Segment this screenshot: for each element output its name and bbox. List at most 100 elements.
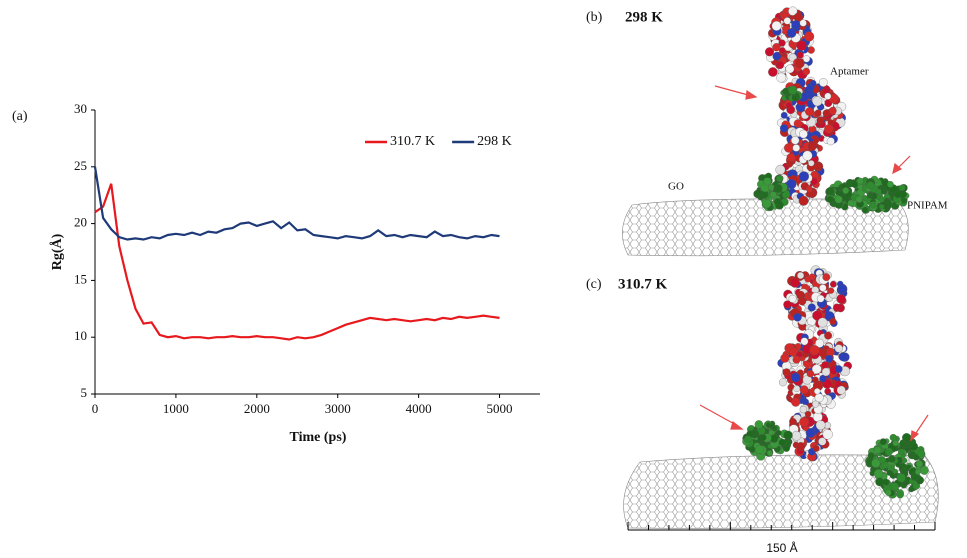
atom (815, 338, 825, 348)
atom (896, 473, 906, 483)
atom (808, 160, 815, 167)
atom (882, 478, 890, 486)
legend-label: 310.7 K (390, 134, 435, 149)
y-tick-label: 15 (74, 271, 87, 286)
atom (816, 294, 825, 303)
atom (826, 187, 835, 196)
y-tick-label: 30 (74, 101, 87, 116)
atom (796, 51, 804, 59)
atom (790, 372, 801, 383)
atom (789, 418, 797, 426)
atom (797, 272, 805, 280)
atom (796, 442, 806, 451)
atom (822, 109, 830, 117)
atom (824, 92, 832, 100)
atom (799, 417, 810, 428)
atom (915, 469, 921, 475)
atom (884, 199, 892, 208)
atom (898, 448, 905, 455)
atom (861, 206, 869, 214)
atom (862, 195, 868, 201)
atom (793, 119, 803, 128)
atom (778, 438, 787, 447)
atom (838, 352, 848, 362)
atom (867, 191, 873, 198)
atom (802, 150, 813, 161)
scale-bar (627, 522, 936, 531)
atom (785, 102, 793, 109)
atom (833, 303, 841, 311)
atom (830, 281, 837, 288)
atom (779, 47, 786, 54)
atom (888, 455, 896, 463)
atom (808, 273, 816, 281)
y-tick-label: 5 (81, 385, 88, 400)
arrows (699, 404, 929, 442)
atom (814, 388, 821, 395)
y-tick-label: 10 (74, 328, 87, 343)
atom (783, 17, 791, 25)
annotation: GO (668, 181, 684, 193)
atom (786, 153, 796, 163)
atom (814, 162, 822, 170)
x-tick-label: 0 (92, 401, 99, 416)
atom (812, 444, 820, 452)
annotation: Aptamer (830, 66, 869, 78)
atom (834, 344, 843, 353)
atom (885, 489, 892, 496)
atom (814, 109, 822, 117)
atom (783, 430, 793, 440)
atom (818, 437, 827, 446)
atom (793, 313, 802, 322)
atom (792, 355, 801, 364)
panel-label: (b) (586, 10, 603, 25)
y-tick-label: 20 (74, 215, 87, 230)
atom (785, 160, 793, 168)
atom (812, 96, 823, 107)
atom (773, 184, 783, 193)
atom (819, 284, 827, 292)
atom (776, 430, 782, 436)
atom (816, 116, 825, 125)
atom (786, 179, 797, 190)
atom (788, 294, 797, 303)
atom (791, 20, 801, 30)
panel-title: 298 K (625, 9, 663, 25)
atom (821, 367, 831, 377)
atom (826, 137, 835, 146)
atom (873, 446, 882, 454)
atom (784, 143, 794, 153)
atom (768, 67, 778, 77)
atom (754, 420, 764, 429)
atom (818, 78, 828, 87)
atom (873, 469, 884, 479)
atom (867, 452, 875, 459)
atom (894, 190, 902, 199)
atom (799, 405, 808, 414)
atom (917, 449, 926, 458)
atom (811, 364, 822, 374)
atom (851, 180, 858, 188)
atom (790, 278, 800, 288)
atom (766, 450, 773, 456)
atom (765, 47, 775, 57)
atom (791, 95, 798, 102)
atom (772, 43, 781, 52)
atom (786, 28, 797, 38)
atom (788, 6, 798, 16)
atom (796, 40, 807, 51)
graphene-sheet (622, 198, 909, 257)
atom (847, 199, 854, 207)
atom (768, 184, 775, 191)
atom (869, 201, 877, 209)
atom (824, 124, 834, 134)
x-tick-label: 1000 (163, 401, 189, 416)
atom (802, 67, 811, 76)
atom (887, 181, 894, 188)
atom (799, 19, 807, 27)
data-line (93, 166, 500, 241)
atom (871, 458, 881, 468)
x-tick-label: 2000 (244, 401, 270, 416)
atom (811, 376, 819, 384)
